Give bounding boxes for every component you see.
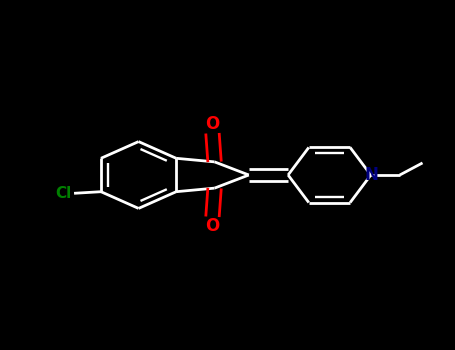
Text: N: N — [364, 166, 378, 184]
Text: Cl: Cl — [56, 187, 72, 202]
Text: O: O — [205, 116, 220, 133]
Text: O: O — [205, 217, 220, 235]
